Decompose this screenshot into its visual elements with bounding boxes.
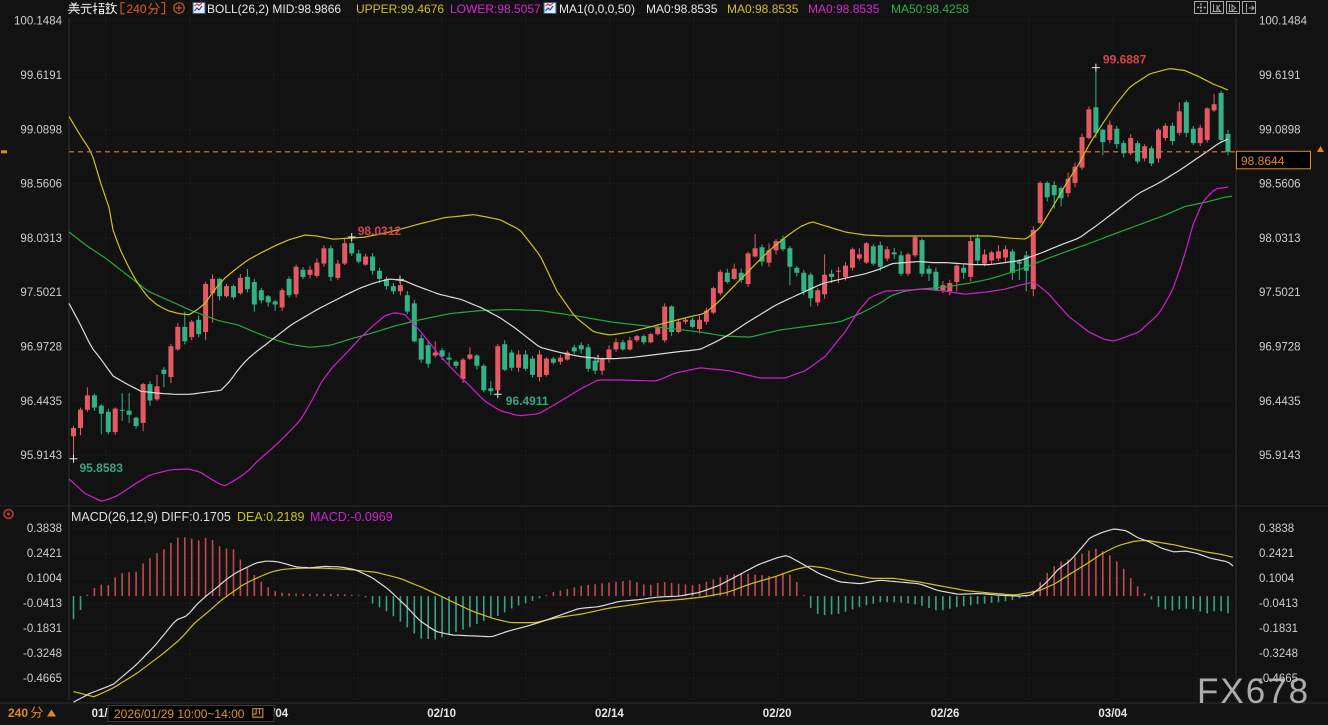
svg-text:MACD(26,12,9) DIFF:0.1705: MACD(26,12,9) DIFF:0.1705 <box>71 510 231 524</box>
svg-text:240: 240 <box>127 2 147 16</box>
svg-text:LOWER:98.5057: LOWER:98.5057 <box>450 2 541 16</box>
svg-text:2026/01/29 10:00~14:00: 2026/01/29 10:00~14:00 <box>114 707 245 721</box>
svg-text:02/10: 02/10 <box>427 708 456 720</box>
svg-text:97.5021: 97.5021 <box>1259 287 1301 299</box>
svg-text:02/20: 02/20 <box>763 708 792 720</box>
svg-text:98.5606: 98.5606 <box>20 179 62 191</box>
svg-text:-0.3248: -0.3248 <box>23 648 62 660</box>
svg-text:99.0898: 99.0898 <box>20 124 62 136</box>
svg-text:97.5021: 97.5021 <box>20 287 62 299</box>
svg-text:MA0:98.8535: MA0:98.8535 <box>646 2 718 16</box>
svg-text:03/04: 03/04 <box>1098 708 1127 720</box>
svg-text:99.6191: 99.6191 <box>20 70 62 82</box>
svg-text:99.6887: 99.6887 <box>1103 53 1147 67</box>
svg-text:0.2421: 0.2421 <box>27 548 62 560</box>
svg-text:96.4435: 96.4435 <box>20 396 62 408</box>
svg-text:0.1004: 0.1004 <box>27 573 63 585</box>
svg-text:98.0312: 98.0312 <box>358 224 402 238</box>
svg-text:99.6191: 99.6191 <box>1259 70 1301 82</box>
svg-text:100.1484: 100.1484 <box>1259 16 1308 28</box>
svg-text:0.3838: 0.3838 <box>27 523 62 535</box>
svg-text:MA0:98.8535: MA0:98.8535 <box>727 2 799 16</box>
svg-text:100.1484: 100.1484 <box>14 16 63 28</box>
svg-text:MACD:-0.0969: MACD:-0.0969 <box>310 510 393 524</box>
svg-text:96.4911: 96.4911 <box>506 394 549 408</box>
svg-text:-0.4665: -0.4665 <box>23 673 62 685</box>
svg-text:02/14: 02/14 <box>595 708 624 720</box>
svg-text:98.5606: 98.5606 <box>1259 179 1301 191</box>
svg-text:-0.3248: -0.3248 <box>1259 648 1298 660</box>
svg-text:0.1004: 0.1004 <box>1259 573 1295 585</box>
svg-text:96.4435: 96.4435 <box>1259 396 1301 408</box>
svg-text:FX678: FX678 <box>1197 672 1310 711</box>
svg-text:96.9728: 96.9728 <box>1259 342 1301 354</box>
svg-text:DEA:0.2189: DEA:0.2189 <box>237 510 304 524</box>
svg-text:MA1(0,0,0,50): MA1(0,0,0,50) <box>559 2 635 16</box>
svg-text:0.3838: 0.3838 <box>1259 523 1294 535</box>
svg-text:96.9728: 96.9728 <box>20 342 62 354</box>
svg-text:95.8583: 95.8583 <box>80 461 124 475</box>
svg-text:UPPER:99.4676: UPPER:99.4676 <box>356 2 444 16</box>
svg-text:-0.1831: -0.1831 <box>23 623 62 635</box>
svg-text:MA0:98.8535: MA0:98.8535 <box>808 2 880 16</box>
svg-text:-0.0413: -0.0413 <box>23 598 62 610</box>
svg-text:95.9143: 95.9143 <box>20 450 62 462</box>
svg-text:95.9143: 95.9143 <box>1259 450 1301 462</box>
svg-text:-0.1831: -0.1831 <box>1259 623 1298 635</box>
svg-text:98.8644: 98.8644 <box>1241 154 1285 168</box>
svg-text:98.0313: 98.0313 <box>20 233 62 245</box>
svg-text:99.0898: 99.0898 <box>1259 124 1301 136</box>
svg-text:02/26: 02/26 <box>931 708 960 720</box>
svg-text:98.0313: 98.0313 <box>1259 233 1301 245</box>
svg-text:0.2421: 0.2421 <box>1259 548 1294 560</box>
svg-text:240: 240 <box>8 706 28 720</box>
svg-text:MA50:98.4258: MA50:98.4258 <box>891 2 969 16</box>
svg-text:-0.0413: -0.0413 <box>1259 598 1298 610</box>
svg-text:BOLL(26,2) MID:98.9866: BOLL(26,2) MID:98.9866 <box>207 2 341 16</box>
svg-text:-0.4665: -0.4665 <box>1259 673 1298 685</box>
